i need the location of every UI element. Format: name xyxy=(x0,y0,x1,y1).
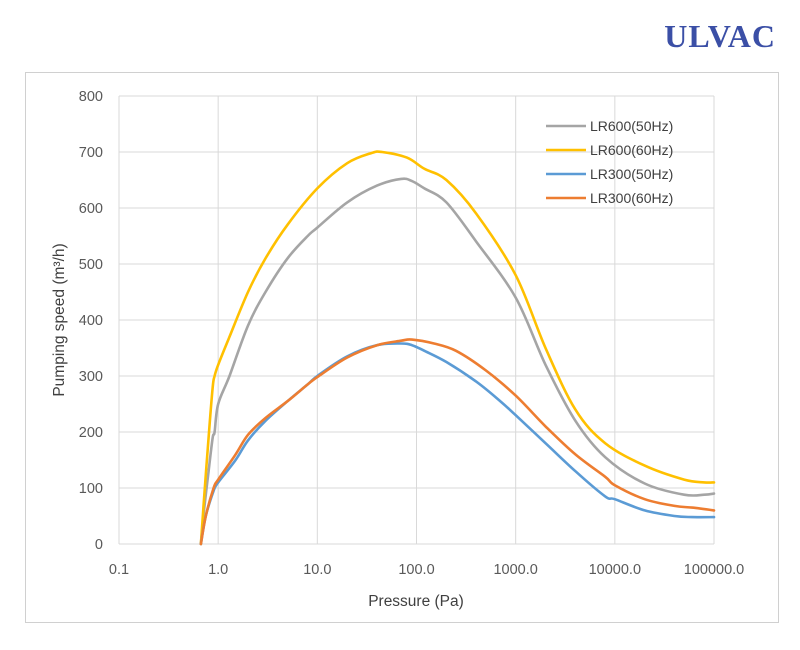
series-lines xyxy=(199,150,716,546)
series-line-4 xyxy=(199,338,716,546)
y-tick-label: 100 xyxy=(79,481,103,497)
x-axis-title: Pressure (Pa) xyxy=(368,593,464,610)
x-tick-label: 1000.0 xyxy=(493,562,537,578)
y-tick-label: 800 xyxy=(79,89,103,105)
legend-entry: LR300(50Hz) xyxy=(590,166,673,182)
series-line-3 xyxy=(199,342,716,546)
series-line-1 xyxy=(199,177,716,546)
legend-entry: LR300(60Hz) xyxy=(590,190,673,206)
series-line-2 xyxy=(199,150,716,546)
x-tick-labels: 0.1 1.0 10.0 100.0 1000.0 10000.0 100000.0 xyxy=(109,562,744,578)
y-tick-label: 700 xyxy=(79,145,103,161)
y-tick-label: 0 xyxy=(95,537,103,553)
ulvac-logo: ULVAC xyxy=(664,18,776,54)
legend-entry: LR600(60Hz) xyxy=(590,142,673,158)
x-tick-label: 0.1 xyxy=(109,562,129,578)
y-tick-label: 500 xyxy=(79,257,103,273)
y-tick-labels: 0 100 200 300 400 500 600 700 800 xyxy=(79,89,103,553)
x-tick-label: 10.0 xyxy=(303,562,331,578)
y-tick-label: 200 xyxy=(79,425,103,441)
y-tick-label: 600 xyxy=(79,201,103,217)
x-tick-label: 10000.0 xyxy=(589,562,641,578)
y-axis-title: Pumping speed (m³/h) xyxy=(51,243,68,396)
chart-frame xyxy=(25,72,779,623)
y-tick-label: 400 xyxy=(79,313,103,329)
x-tick-label: 1.0 xyxy=(208,562,228,578)
x-tick-label: 100000.0 xyxy=(684,562,744,578)
legend-entry: LR600(50Hz) xyxy=(590,118,673,134)
grid-lines xyxy=(118,95,715,545)
x-tick-label: 100.0 xyxy=(398,562,434,578)
y-tick-label: 300 xyxy=(79,369,103,385)
legend: LR600(50Hz) LR600(60Hz) LR300(50Hz) LR300(6… xyxy=(546,118,673,206)
